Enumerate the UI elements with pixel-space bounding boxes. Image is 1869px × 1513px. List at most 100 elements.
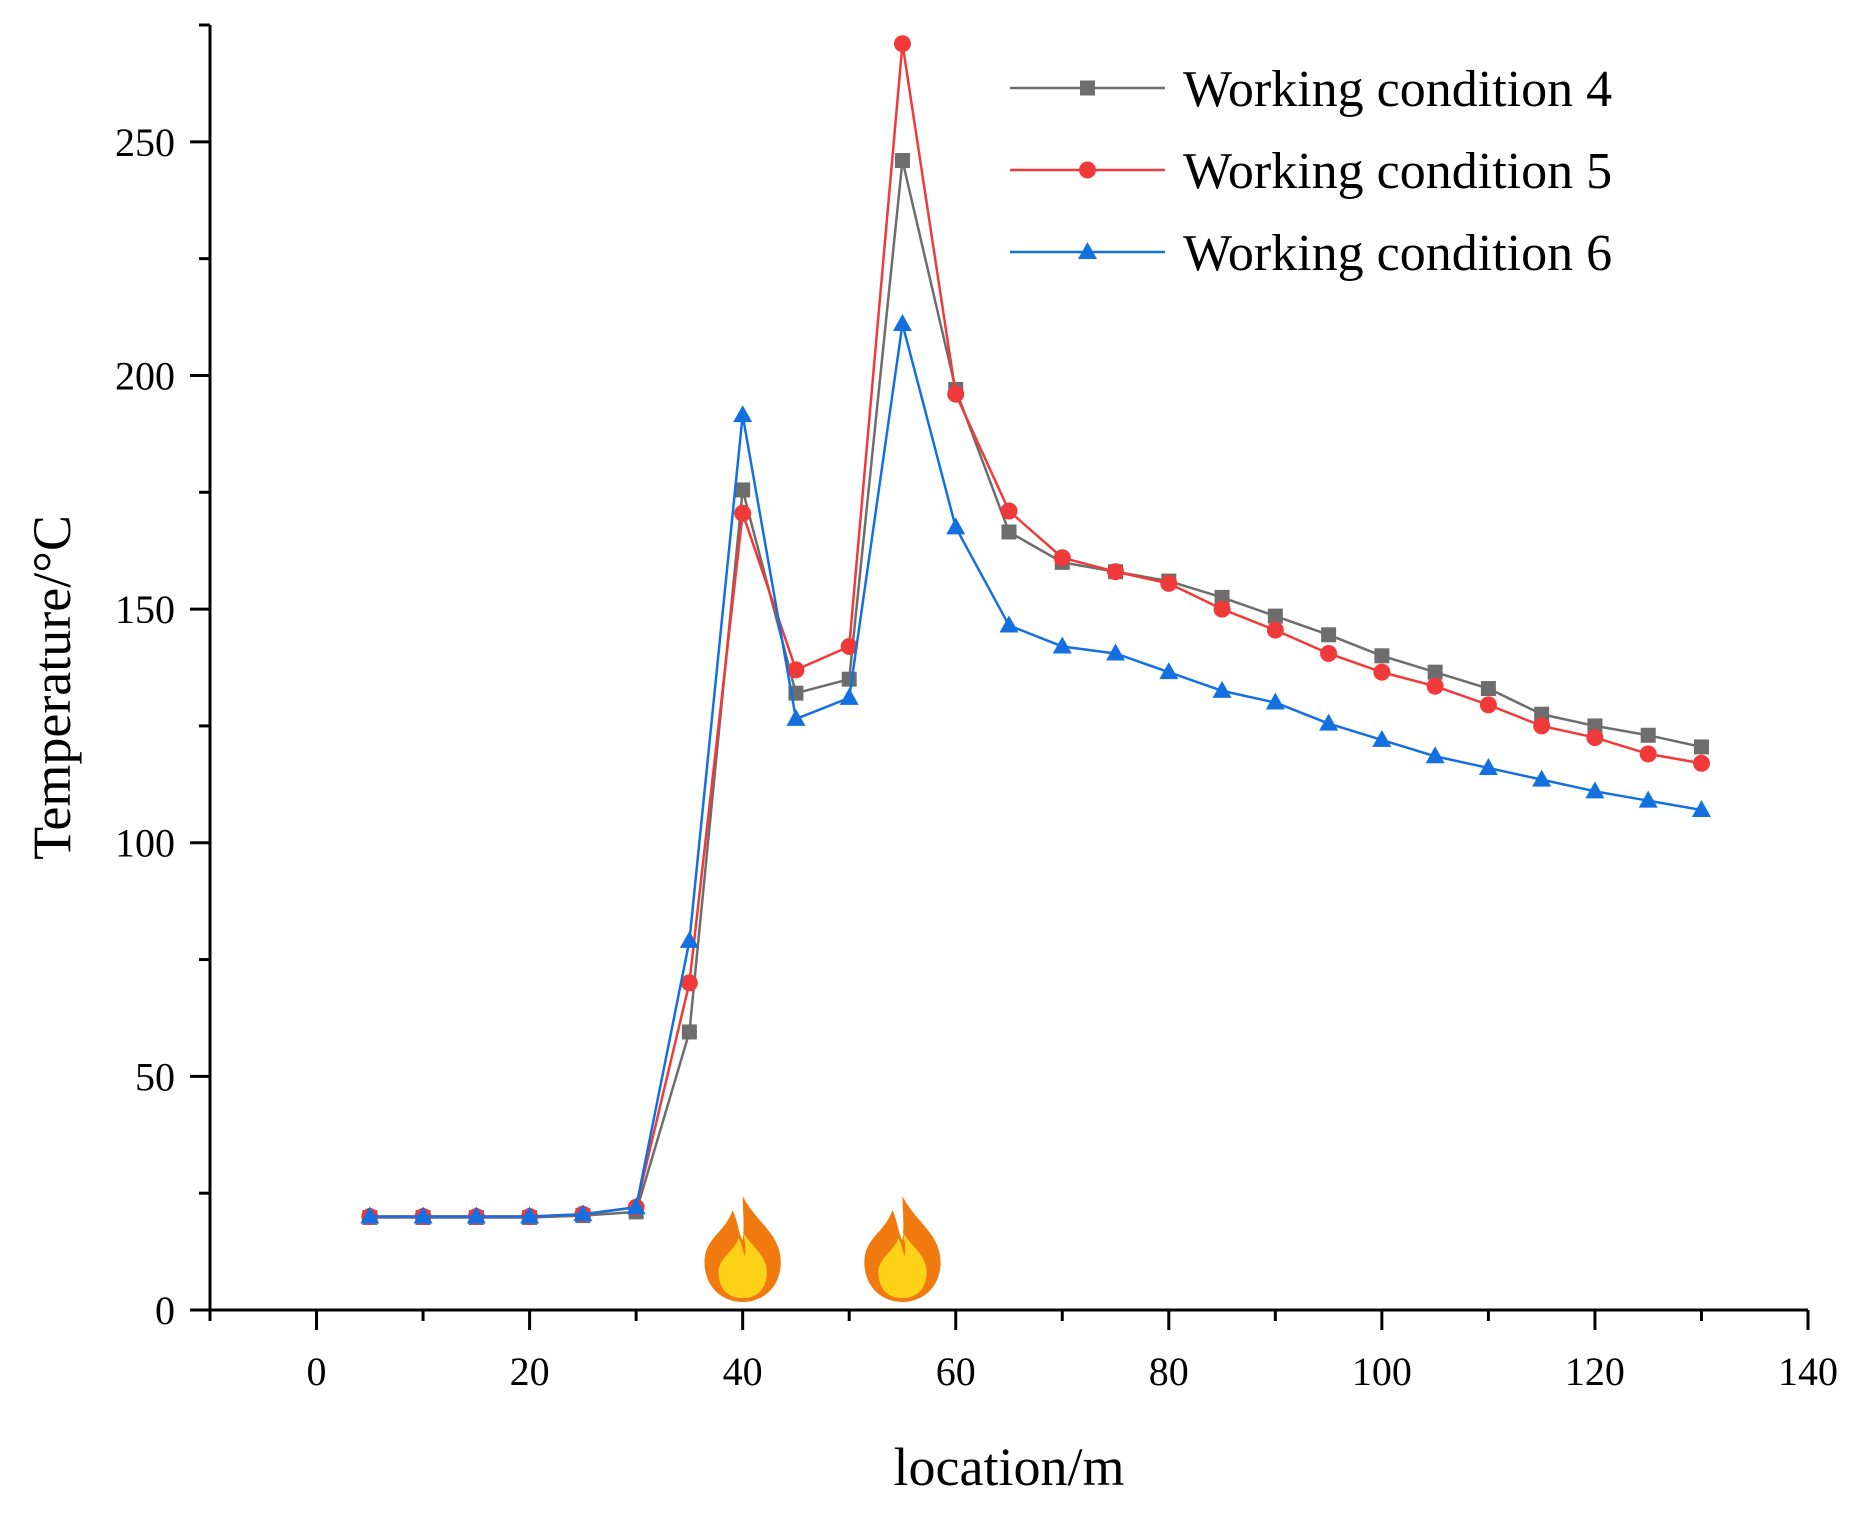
data-point: [1212, 680, 1232, 698]
data-point: [1106, 643, 1126, 661]
data-point: [1426, 677, 1444, 695]
data-point: [735, 482, 751, 498]
y-tick-label: 150: [115, 587, 175, 632]
data-point: [894, 153, 910, 169]
data-point: [1479, 696, 1497, 714]
series-line: [369, 322, 1702, 1218]
legend-entry: Working condition 6: [1010, 225, 1612, 282]
series-2: [361, 35, 1710, 1226]
x-tick-label: 120: [1565, 1349, 1625, 1394]
y-tick-label: 100: [115, 821, 175, 866]
data-point: [413, 1206, 433, 1224]
data-point: [892, 314, 912, 332]
x-tick-label: 60: [936, 1349, 976, 1394]
data-point: [947, 385, 965, 403]
fire-icon: [864, 1196, 941, 1302]
data-point: [1321, 627, 1337, 643]
y-tick-label: 50: [135, 1054, 175, 1099]
data-point: [786, 708, 806, 726]
legend-entry: Working condition 5: [1010, 143, 1612, 200]
data-point: [1532, 769, 1552, 787]
data-point: [1533, 717, 1551, 735]
data-point: [1266, 621, 1284, 639]
y-tick-label: 200: [115, 353, 175, 398]
data-point: [1425, 746, 1445, 764]
axes: 0 20 40 60 80 100 120 140 0 50 100 150 200 250: [115, 23, 1838, 1394]
data-point: [1372, 729, 1392, 747]
data-point: [1587, 718, 1603, 734]
data-point: [1693, 739, 1709, 755]
data-point: [1692, 754, 1710, 772]
legend-label: Working condition 4: [1183, 61, 1612, 118]
fire-inner-flame: [718, 1232, 767, 1298]
data-point: [1001, 524, 1017, 540]
data-point: [946, 517, 966, 535]
data-point: [573, 1204, 593, 1222]
y-tick-label: 0: [155, 1288, 175, 1333]
data-point: [1265, 692, 1285, 710]
data-point: [1427, 664, 1443, 680]
series-line: [369, 42, 1702, 1218]
y-tick-label: 250: [115, 120, 175, 165]
fire-inner-flame: [878, 1232, 927, 1298]
series-lines: [360, 35, 1711, 1226]
fire-markers: [704, 1196, 941, 1302]
legend-marker: [1080, 80, 1095, 96]
data-point: [681, 1024, 697, 1040]
data-point: [1213, 600, 1231, 618]
data-point: [734, 504, 752, 522]
data-point: [1267, 608, 1283, 624]
data-point: [1373, 663, 1391, 681]
data-point: [1480, 681, 1496, 697]
data-point: [1214, 589, 1230, 605]
data-point: [999, 615, 1019, 633]
data-point: [1640, 727, 1656, 743]
data-point: [1374, 648, 1390, 664]
data-point: [1639, 745, 1657, 763]
data-point: [1534, 706, 1550, 722]
legend-marker: [1078, 242, 1097, 259]
data-point: [1053, 549, 1071, 567]
series-1: [362, 153, 1709, 1225]
data-point: [626, 1197, 646, 1215]
data-point: [1638, 790, 1658, 808]
legend-entry: Working condition 4: [1010, 61, 1612, 118]
x-tick-label: 100: [1352, 1349, 1412, 1394]
x-tick-label: 0: [307, 1349, 327, 1394]
data-point: [1052, 636, 1072, 654]
fire-icon: [704, 1196, 781, 1302]
x-tick-label: 140: [1778, 1349, 1838, 1394]
x-tick-label: 40: [723, 1349, 763, 1394]
data-point: [841, 671, 857, 687]
data-point: [1107, 563, 1125, 581]
data-point: [787, 661, 805, 679]
legend-marker: [1079, 161, 1096, 179]
data-point: [679, 930, 699, 948]
data-point: [680, 974, 698, 992]
x-tick-label: 20: [510, 1349, 550, 1394]
data-point: [1585, 781, 1605, 799]
data-point: [360, 1206, 380, 1224]
data-point: [893, 35, 911, 53]
data-point: [1320, 644, 1338, 662]
x-tick-label: 80: [1149, 1349, 1189, 1394]
legend-label: Working condition 5: [1183, 143, 1612, 200]
data-point: [840, 637, 858, 655]
legend-label: Working condition 6: [1183, 225, 1612, 282]
data-point: [1160, 574, 1178, 592]
x-axis-title: location/m: [894, 1437, 1125, 1497]
legend: Working condition 4 Working condition 5 Wo…: [1010, 61, 1612, 282]
data-point: [839, 687, 859, 705]
data-point: [733, 405, 753, 423]
series-3: [360, 314, 1711, 1224]
y-axis-title: Temperature/°C: [22, 515, 82, 860]
data-point: [466, 1206, 486, 1224]
series-line: [369, 159, 1702, 1219]
data-point: [1159, 662, 1179, 680]
data-point: [520, 1206, 540, 1224]
data-point: [1691, 800, 1711, 818]
data-point: [1000, 502, 1018, 520]
data-point: [1586, 729, 1604, 747]
